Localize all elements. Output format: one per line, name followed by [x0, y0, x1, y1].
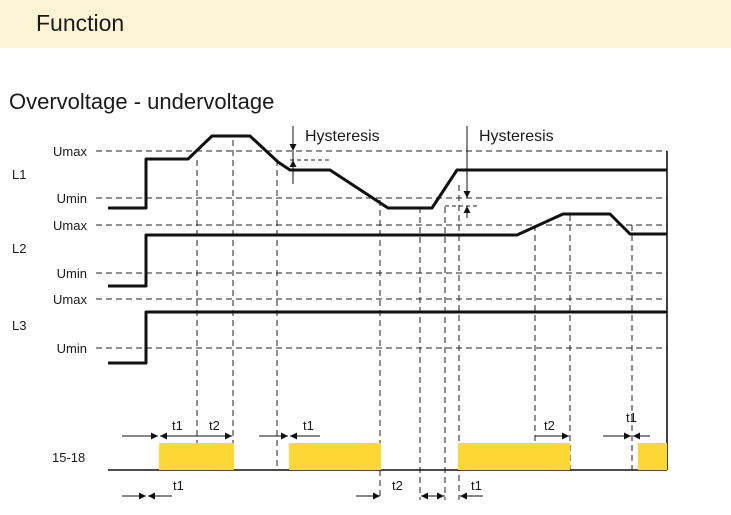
diagram-subtitle: Overvoltage - undervoltage [9, 89, 275, 114]
header-title: Function [36, 10, 125, 36]
l2-umin-label: Umin [57, 266, 87, 281]
l2-label: L2 [12, 241, 26, 256]
relay-label: 15-18 [52, 450, 85, 465]
timing-label: t1 [173, 478, 184, 493]
relay-on-bar [638, 443, 667, 470]
l1-umin-label: Umin [57, 191, 87, 206]
threshold-lines [96, 150, 667, 349]
l2-umax-label: Umax [53, 218, 87, 233]
l1-waveform [108, 134, 667, 210]
timing-label: t2 [392, 478, 403, 493]
relay-on-bar [289, 443, 381, 470]
timing-label: t1 [303, 418, 314, 433]
timing-arrows [122, 432, 650, 500]
l3-umin-label: Umin [57, 341, 87, 356]
hysteresis-label: Hysteresis [305, 128, 380, 145]
header-bar: Function [0, 0, 731, 48]
l1-label: L1 [12, 167, 26, 182]
timing-label: t2 [544, 418, 555, 433]
waveforms [108, 134, 667, 365]
relay-on-bars [159, 443, 667, 470]
l3-label: L3 [12, 318, 26, 333]
relay-on-bar [159, 443, 234, 470]
timing-label: t1 [626, 410, 637, 425]
relay-on-bar [458, 443, 570, 470]
l3-waveform [108, 310, 667, 365]
timing-label: t2 [209, 418, 220, 433]
l1-umax-label: Umax [53, 144, 87, 159]
l2-waveform [108, 212, 667, 288]
timing-label: t1 [172, 418, 183, 433]
l3-umax-label: Umax [53, 292, 87, 307]
hysteresis-label: Hysteresis [479, 128, 554, 145]
timing-label: t1 [471, 478, 482, 493]
